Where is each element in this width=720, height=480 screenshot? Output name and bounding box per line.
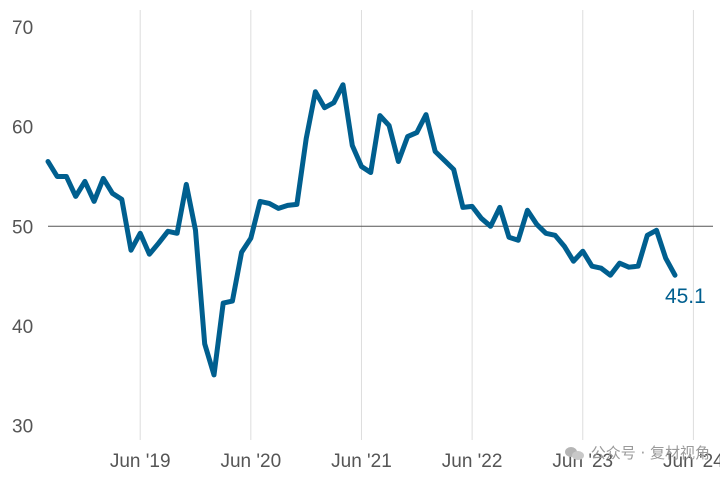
wechat-icon	[564, 446, 585, 460]
watermark-text: 公众号 · 复材视角	[590, 444, 710, 462]
x-tick-label: Jun '24	[663, 451, 720, 472]
x-tick-label: Jun '21	[331, 451, 392, 472]
y-tick-label: 30	[12, 417, 33, 438]
x-tick-label: Jun '22	[442, 451, 503, 472]
x-tick-label: Jun '19	[110, 451, 171, 472]
vertical-gridlines	[139, 10, 694, 440]
watermark: 公众号 · 复材视角	[564, 442, 710, 463]
end-value-label: 45.1	[665, 285, 706, 308]
y-axis-ticks: 30 40 50 60 70	[12, 18, 33, 438]
y-tick-label: 60	[12, 118, 33, 139]
x-tick-label: Jun '20	[220, 451, 281, 472]
x-axis-ticks: Jun '19 Jun '20 Jun '21 Jun '22 Jun '23 Jun '…	[110, 451, 720, 472]
series-line	[45, 82, 678, 378]
y-tick-label: 40	[12, 317, 33, 338]
y-tick-label: 70	[12, 18, 33, 39]
y-tick-label: 50	[12, 217, 33, 238]
